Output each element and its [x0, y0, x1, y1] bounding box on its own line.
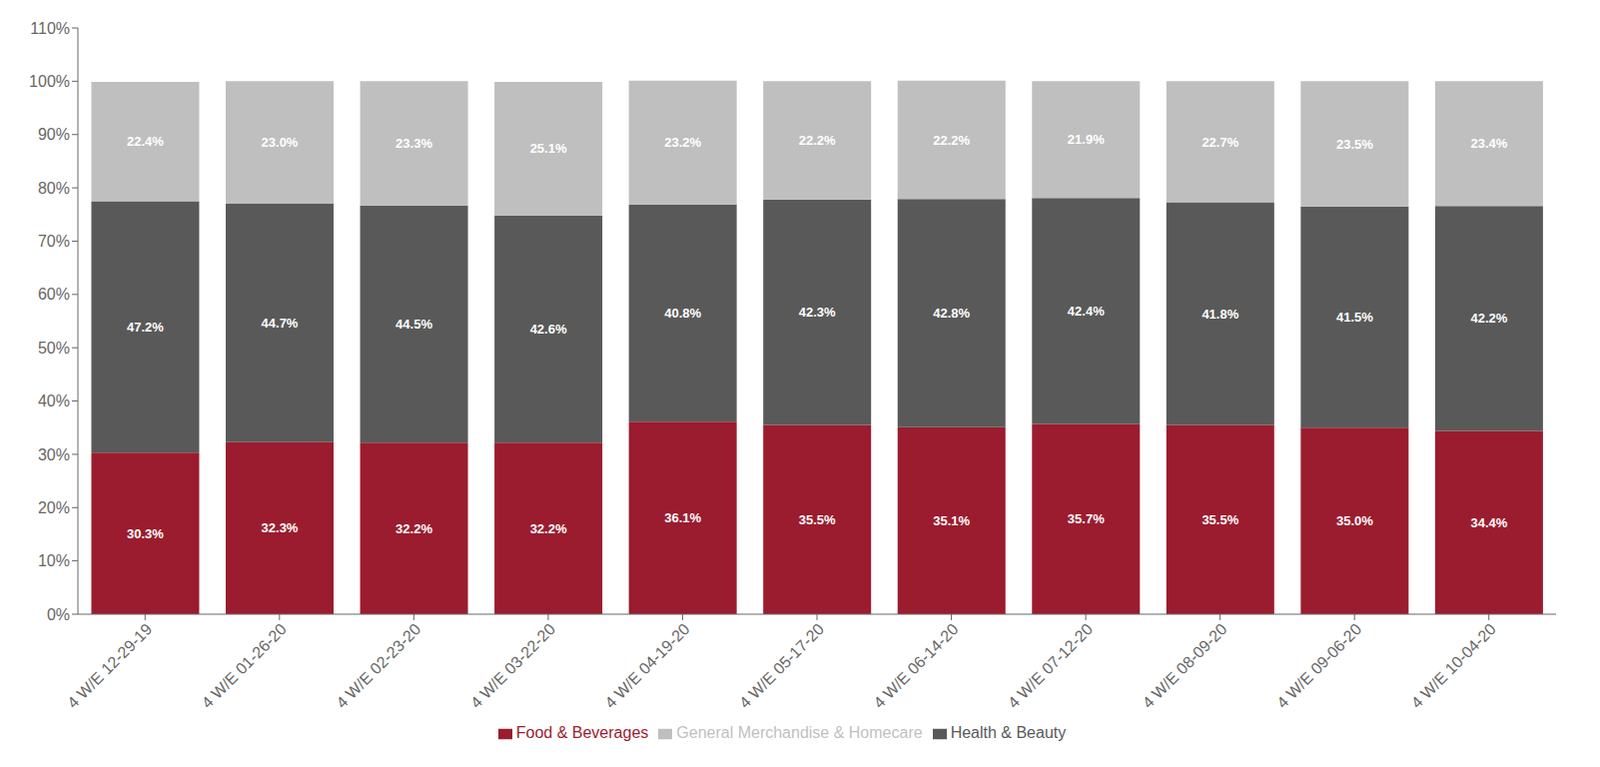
- svg-text:21.9%: 21.9%: [1067, 131, 1105, 147]
- svg-text:50%: 50%: [37, 339, 70, 357]
- svg-text:41.8%: 41.8%: [1201, 306, 1239, 322]
- svg-text:4 W/E 09-06-20: 4 W/E 09-06-20: [1273, 620, 1365, 712]
- svg-text:32.3%: 32.3%: [261, 520, 299, 536]
- svg-text:4 W/E 07-12-20: 4 W/E 07-12-20: [1004, 620, 1096, 712]
- svg-text:32.2%: 32.2%: [395, 521, 433, 537]
- svg-text:0%: 0%: [46, 606, 70, 624]
- svg-text:40%: 40%: [37, 392, 70, 410]
- svg-text:22.7%: 22.7%: [1201, 134, 1239, 150]
- svg-text:36.1%: 36.1%: [664, 510, 702, 526]
- svg-text:10%: 10%: [37, 552, 70, 570]
- svg-text:22.4%: 22.4%: [126, 133, 164, 149]
- svg-text:41.5%: 41.5%: [1336, 309, 1374, 325]
- html-text:Food & Beverages: Food & Beverages: [516, 724, 649, 742]
- svg-text:23.4%: 23.4%: [1470, 135, 1508, 151]
- svg-text:110%: 110%: [29, 19, 70, 37]
- svg-text:35.0%: 35.0%: [1336, 513, 1374, 529]
- svg-text:4 W/E 02-23-20: 4 W/E 02-23-20: [332, 620, 424, 712]
- svg-text:44.7%: 44.7%: [261, 315, 299, 331]
- svg-text:35.1%: 35.1%: [932, 513, 970, 529]
- svg-text:4 W/E 05-17-20: 4 W/E 05-17-20: [736, 620, 827, 712]
- svg-text:25.1%: 25.1%: [530, 140, 568, 156]
- svg-text:42.2%: 42.2%: [1470, 310, 1508, 326]
- svg-text:80%: 80%: [37, 179, 70, 197]
- svg-text:35.5%: 35.5%: [1201, 512, 1239, 528]
- svg-text:42.4%: 42.4%: [1067, 303, 1105, 319]
- svg-text:100%: 100%: [28, 72, 70, 90]
- svg-text:90%: 90%: [37, 125, 70, 143]
- svg-text:42.3%: 42.3%: [799, 304, 836, 320]
- svg-text:40.8%: 40.8%: [664, 305, 702, 321]
- svg-text:20%: 20%: [37, 499, 70, 517]
- svg-text:44.5%: 44.5%: [395, 316, 433, 332]
- svg-text:4 W/E 10-04-20: 4 W/E 10-04-20: [1408, 620, 1500, 712]
- svg-text:34.4%: 34.4%: [1470, 515, 1508, 531]
- svg-text:4 W/E 01-26-20: 4 W/E 01-26-20: [198, 620, 290, 712]
- svg-text:42.6%: 42.6%: [530, 321, 568, 337]
- svg-text:23.5%: 23.5%: [1336, 136, 1374, 152]
- html-text:Health & Beauty: Health & Beauty: [950, 724, 1066, 742]
- svg-text:47.2%: 47.2%: [126, 319, 164, 335]
- svg-text:22.2%: 22.2%: [799, 132, 836, 148]
- svg-text:23.3%: 23.3%: [395, 135, 433, 151]
- svg-text:23.0%: 23.0%: [261, 134, 299, 150]
- svg-text:42.8%: 42.8%: [932, 305, 970, 321]
- svg-text:70%: 70%: [37, 232, 70, 250]
- svg-text:60%: 60%: [37, 285, 70, 303]
- svg-text:4 W/E 12-29-19: 4 W/E 12-29-19: [63, 620, 155, 712]
- svg-text:4 W/E 08-09-20: 4 W/E 08-09-20: [1139, 620, 1231, 712]
- html-text:General Merchandise & Homecare: General Merchandise & Homecare: [676, 724, 923, 742]
- svg-text:30.3%: 30.3%: [126, 526, 164, 542]
- svg-text:4 W/E 06-14-20: 4 W/E 06-14-20: [869, 620, 961, 712]
- svg-text:23.2%: 23.2%: [664, 134, 702, 150]
- svg-text:22.2%: 22.2%: [932, 132, 970, 148]
- svg-text:30%: 30%: [37, 446, 70, 464]
- svg-text:32.2%: 32.2%: [530, 521, 568, 537]
- svg-text:35.5%: 35.5%: [799, 512, 836, 528]
- svg-text:35.7%: 35.7%: [1067, 511, 1105, 527]
- svg-text:4 W/E 04-19-20: 4 W/E 04-19-20: [601, 620, 693, 712]
- svg-text:4 W/E 03-22-20: 4 W/E 03-22-20: [467, 620, 559, 712]
